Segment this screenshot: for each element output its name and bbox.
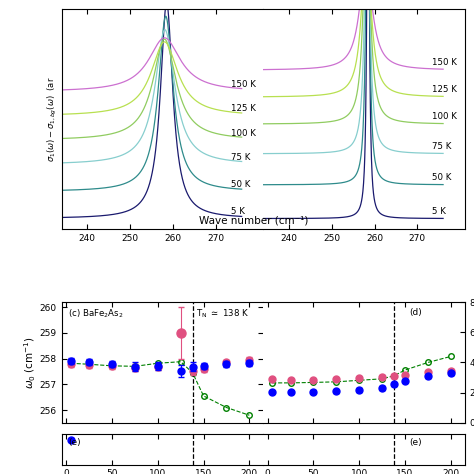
Y-axis label: $\sigma_1(\omega) - \sigma_{1,bg}(\omega)$  (ar: $\sigma_1(\omega) - \sigma_{1,bg}(\omega… [46, 77, 59, 162]
Text: 75 K: 75 K [231, 153, 250, 162]
Text: 75 K: 75 K [432, 142, 452, 151]
Text: (e): (e) [68, 438, 81, 447]
Text: 125 K: 125 K [432, 85, 457, 94]
Text: Wave number (cm⁻¹): Wave number (cm⁻¹) [199, 216, 308, 226]
Text: T$_\mathrm{N}$ $\simeq$ 138 K: T$_\mathrm{N}$ $\simeq$ 138 K [196, 307, 249, 319]
Text: (c) BaFe$_2$As$_2$: (c) BaFe$_2$As$_2$ [68, 307, 124, 319]
Text: 5 K: 5 K [231, 207, 245, 216]
Text: 125 K: 125 K [231, 104, 256, 113]
Y-axis label: $\omega_0$ (cm$^{-1}$): $\omega_0$ (cm$^{-1}$) [23, 336, 38, 389]
Text: (e): (e) [410, 438, 422, 447]
Text: 150 K: 150 K [231, 80, 256, 89]
Text: (d): (d) [410, 308, 422, 317]
Text: 100 K: 100 K [432, 112, 457, 121]
Text: 50 K: 50 K [231, 180, 250, 189]
Text: 150 K: 150 K [432, 58, 457, 67]
Text: 50 K: 50 K [432, 173, 452, 182]
Text: 5 K: 5 K [432, 207, 446, 216]
Text: 100 K: 100 K [231, 128, 256, 137]
